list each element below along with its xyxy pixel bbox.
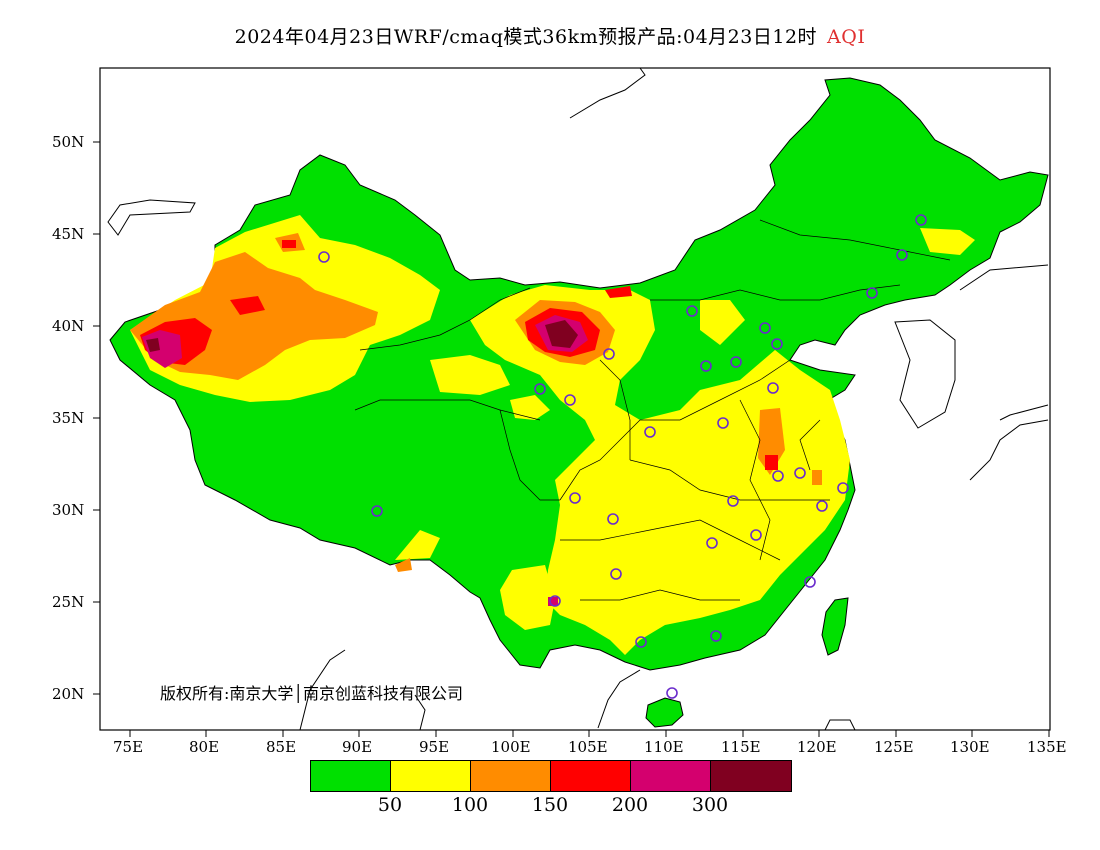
lat-tick-label: 50N <box>52 133 85 151</box>
station-marker <box>759 322 771 334</box>
map-title: 2024年04月23日WRF/cmaq模式36km预报产品:04月23日12时 A… <box>0 22 1100 49</box>
lon-tick-label: 115E <box>721 738 761 756</box>
neighbour-outlines <box>107 68 1049 730</box>
title-variable: AQI <box>827 26 866 48</box>
lon-tick-label: 95E <box>419 738 450 756</box>
lon-tick-label: 75E <box>113 738 144 756</box>
lon-tick-label: 120E <box>797 738 837 756</box>
map-frame <box>99 67 1051 731</box>
station-marker <box>603 348 615 360</box>
station-marker <box>569 492 581 504</box>
station-marker <box>772 470 784 482</box>
legend-swatch <box>551 761 631 791</box>
station-marker <box>635 636 647 648</box>
station-marker <box>666 687 678 699</box>
lat-tick-label: 45N <box>52 225 85 243</box>
lon-tick-label: 135E <box>1027 738 1067 756</box>
lon-tick-label: 90E <box>342 738 373 756</box>
taiwan-island <box>821 597 849 656</box>
axis-ticks <box>93 141 1050 737</box>
aqi-color-legend <box>310 760 792 792</box>
station-marker <box>644 426 656 438</box>
legend-swatch <box>311 761 391 791</box>
hainan-island <box>645 697 684 728</box>
legend-label: 50 <box>377 794 403 816</box>
legend-swatch <box>471 761 551 791</box>
aqi-band-hazardous <box>146 320 578 352</box>
lat-tick-label: 25N <box>52 593 85 611</box>
station-marker <box>771 338 783 350</box>
station-marker <box>730 356 742 368</box>
station-marker <box>686 305 698 317</box>
station-marker <box>318 251 330 263</box>
lon-tick-label: 85E <box>266 738 297 756</box>
station-marker <box>610 568 622 580</box>
station-marker <box>794 467 806 479</box>
station-marker <box>534 383 546 395</box>
legend-swatch <box>631 761 711 791</box>
lon-tick-label: 80E <box>189 738 220 756</box>
station-marker <box>371 505 383 517</box>
legend-label: 300 <box>691 794 729 816</box>
province-borders <box>354 219 951 601</box>
lon-tick-label: 125E <box>874 738 914 756</box>
monitoring-stations <box>318 214 927 699</box>
legend-label: 150 <box>531 794 569 816</box>
lon-tick-label: 110E <box>644 738 684 756</box>
station-marker <box>727 495 739 507</box>
lon-tick-label: 130E <box>950 738 990 756</box>
station-marker <box>607 513 619 525</box>
station-marker <box>750 529 762 541</box>
station-marker <box>717 417 729 429</box>
lat-tick-label: 30N <box>52 501 85 519</box>
lat-tick-label: 35N <box>52 409 85 427</box>
station-marker <box>915 214 927 226</box>
station-marker <box>816 500 828 512</box>
lat-tick-label: 40N <box>52 317 85 335</box>
legend-swatch <box>391 761 471 791</box>
station-marker <box>767 382 779 394</box>
map-content <box>107 68 1049 730</box>
station-marker <box>549 595 561 607</box>
lon-tick-label: 100E <box>491 738 531 756</box>
station-marker <box>896 249 908 261</box>
title-main: 2024年04月23日WRF/cmaq模式36km预报产品:04月23日12时 <box>234 26 818 48</box>
station-marker <box>564 394 576 406</box>
legend-label: 100 <box>451 794 489 816</box>
station-marker <box>866 287 878 299</box>
station-marker <box>700 360 712 372</box>
station-marker <box>710 630 722 642</box>
lon-tick-label: 105E <box>568 738 608 756</box>
station-marker <box>837 482 849 494</box>
lat-tick-label: 20N <box>52 685 85 703</box>
legend-label: 200 <box>611 794 649 816</box>
station-marker <box>804 576 816 588</box>
station-marker <box>706 537 718 549</box>
copyright-notice: 版权所有:南京大学│南京创蓝科技有限公司 <box>160 684 464 703</box>
legend-swatch <box>711 761 791 791</box>
